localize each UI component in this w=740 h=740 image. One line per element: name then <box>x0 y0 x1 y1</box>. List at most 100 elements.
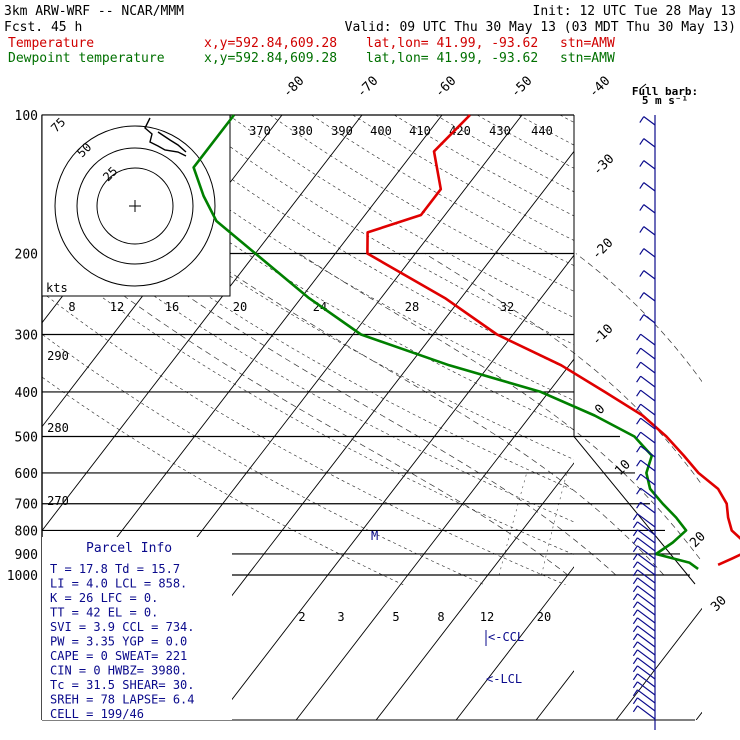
wind-barb <box>640 347 656 360</box>
theta-side-label: 280 <box>47 421 69 435</box>
wind-barb <box>637 585 656 600</box>
wind-barb <box>637 649 656 664</box>
mixing-ratio-line <box>701 473 717 575</box>
moist-adiabat <box>713 254 740 576</box>
model-title: 3km ARW-WRF -- NCAR/MMM <box>4 4 184 19</box>
wind-barb <box>637 625 656 640</box>
dew-latlon: lat,lon= 41.99, -93.62 <box>366 51 538 66</box>
dry-adiabat <box>42 376 404 585</box>
wind-barb-flag <box>636 459 642 467</box>
mixed-layer-marker: M <box>371 529 378 543</box>
wind-barb-flag <box>632 673 638 681</box>
isotherm-line <box>535 670 574 720</box>
wind-barb <box>637 705 656 720</box>
speed-tick-label: 32 <box>500 300 514 314</box>
theta-side-label: 270 <box>47 494 69 508</box>
wind-barb-flag <box>636 487 642 495</box>
isotherm-label: -60 <box>432 74 459 101</box>
valid-time: Valid: 09 UTC Thu 30 May 13 (03 MDT Thu … <box>345 20 736 35</box>
sounding-profiles: <-CCL <-LCL M <box>192 114 740 686</box>
theta-label: 420 <box>449 124 471 138</box>
wind-barb-flag <box>639 182 645 189</box>
dewpoint-legend: Dewpoint temperature <box>8 51 165 66</box>
temp-latlon: lat,lon= 41.99, -93.62 <box>366 36 538 51</box>
parcel-row: CELL = 199/46 <box>50 707 144 721</box>
parcel-row: CAPE = 0 SWEAT= 221 <box>50 649 187 663</box>
wind-barb <box>643 248 656 258</box>
theta-label: 400 <box>370 124 392 138</box>
wind-barb-flag <box>636 431 642 439</box>
isotherm-label: -10 <box>589 322 616 349</box>
wind-barb <box>640 473 656 486</box>
barb-legend-sample <box>639 83 647 90</box>
moist-adiabat <box>575 253 702 383</box>
dry-adiabat <box>228 115 574 318</box>
parcel-row: T = 17.8 Td = 15.7 <box>50 562 180 576</box>
wind-barb-flag <box>636 417 642 425</box>
wind-barb <box>640 361 656 374</box>
wind-barb-flag <box>632 585 638 593</box>
pressure-label: 800 <box>15 524 38 539</box>
lcl-annotation: <-LCL <box>486 672 522 686</box>
wind-barb-flag <box>636 361 642 369</box>
isotherm-label: -70 <box>354 74 381 101</box>
parcel-panel-bg <box>42 537 232 720</box>
parcel-info-panel: Parcel Info T = 17.8 Td = 15.7LI = 4.0 LC… <box>42 537 232 721</box>
wind-barb-flag <box>636 347 642 355</box>
wind-barb <box>640 417 656 430</box>
speed-tick-label: 28 <box>405 300 419 314</box>
isotherm-label: 20 <box>687 529 709 551</box>
wind-barb-flag <box>632 633 638 641</box>
wind-barb-flag <box>632 697 638 705</box>
wind-barb-flag <box>632 617 638 625</box>
wind-barb-flag <box>636 389 642 397</box>
dew-station: stn=AMW <box>560 51 615 66</box>
wind-barb <box>637 561 656 576</box>
wind-barb <box>643 292 656 302</box>
wind-barb-flag <box>632 593 638 601</box>
wind-barb <box>637 537 656 552</box>
mixing-ratio-label: 2 <box>298 610 305 624</box>
hodograph-units: kts <box>46 281 68 295</box>
dry-adiabat <box>559 115 574 123</box>
wind-barb-flag <box>632 609 638 617</box>
isotherm-label: -80 <box>280 74 307 101</box>
wind-barb-flag <box>639 160 645 167</box>
temperature-profile <box>366 114 740 566</box>
wind-barb-flag <box>639 292 645 299</box>
dry-adiabat <box>104 115 574 401</box>
wind-barb-flag <box>639 314 645 321</box>
wind-barb <box>643 138 656 148</box>
wind-barb-flag <box>632 665 638 673</box>
parcel-row: SREH = 78 LAPSE= 6.4 <box>50 693 195 707</box>
wind-barb <box>637 609 656 624</box>
wind-barb <box>643 270 656 280</box>
dry-adiabat <box>602 115 740 585</box>
wind-barb <box>640 487 656 500</box>
wind-barb <box>640 375 656 388</box>
wind-barb-flag <box>632 649 638 657</box>
wind-barb-flag <box>639 270 645 277</box>
isotherm-label: -40 <box>586 74 613 101</box>
parcel-row: PW = 3.35 YGP = 0.0 <box>50 635 187 649</box>
isotherm-label: 30 <box>708 593 730 615</box>
ccl-annotation: <-CCL <box>488 630 524 644</box>
wind-barb-flag <box>632 513 638 521</box>
wind-barb <box>640 445 656 458</box>
wind-barb <box>637 657 656 672</box>
wind-barb-flag <box>632 561 638 569</box>
wind-barb-flag <box>639 248 645 255</box>
wind-barb-flag <box>632 569 638 577</box>
wind-barb <box>637 601 656 616</box>
isotherm-line <box>42 115 43 116</box>
speed-tick-label: 8 <box>68 300 75 314</box>
isotherm-line <box>695 711 702 720</box>
grid-clip-group <box>42 115 740 720</box>
wind-barb-flag <box>632 529 638 537</box>
wind-barb <box>637 673 656 688</box>
mixing-ratio-label: 12 <box>480 610 494 624</box>
wind-barb-flag <box>636 501 642 509</box>
theta-label: 440 <box>531 124 553 138</box>
hodograph-ring <box>96 167 174 245</box>
